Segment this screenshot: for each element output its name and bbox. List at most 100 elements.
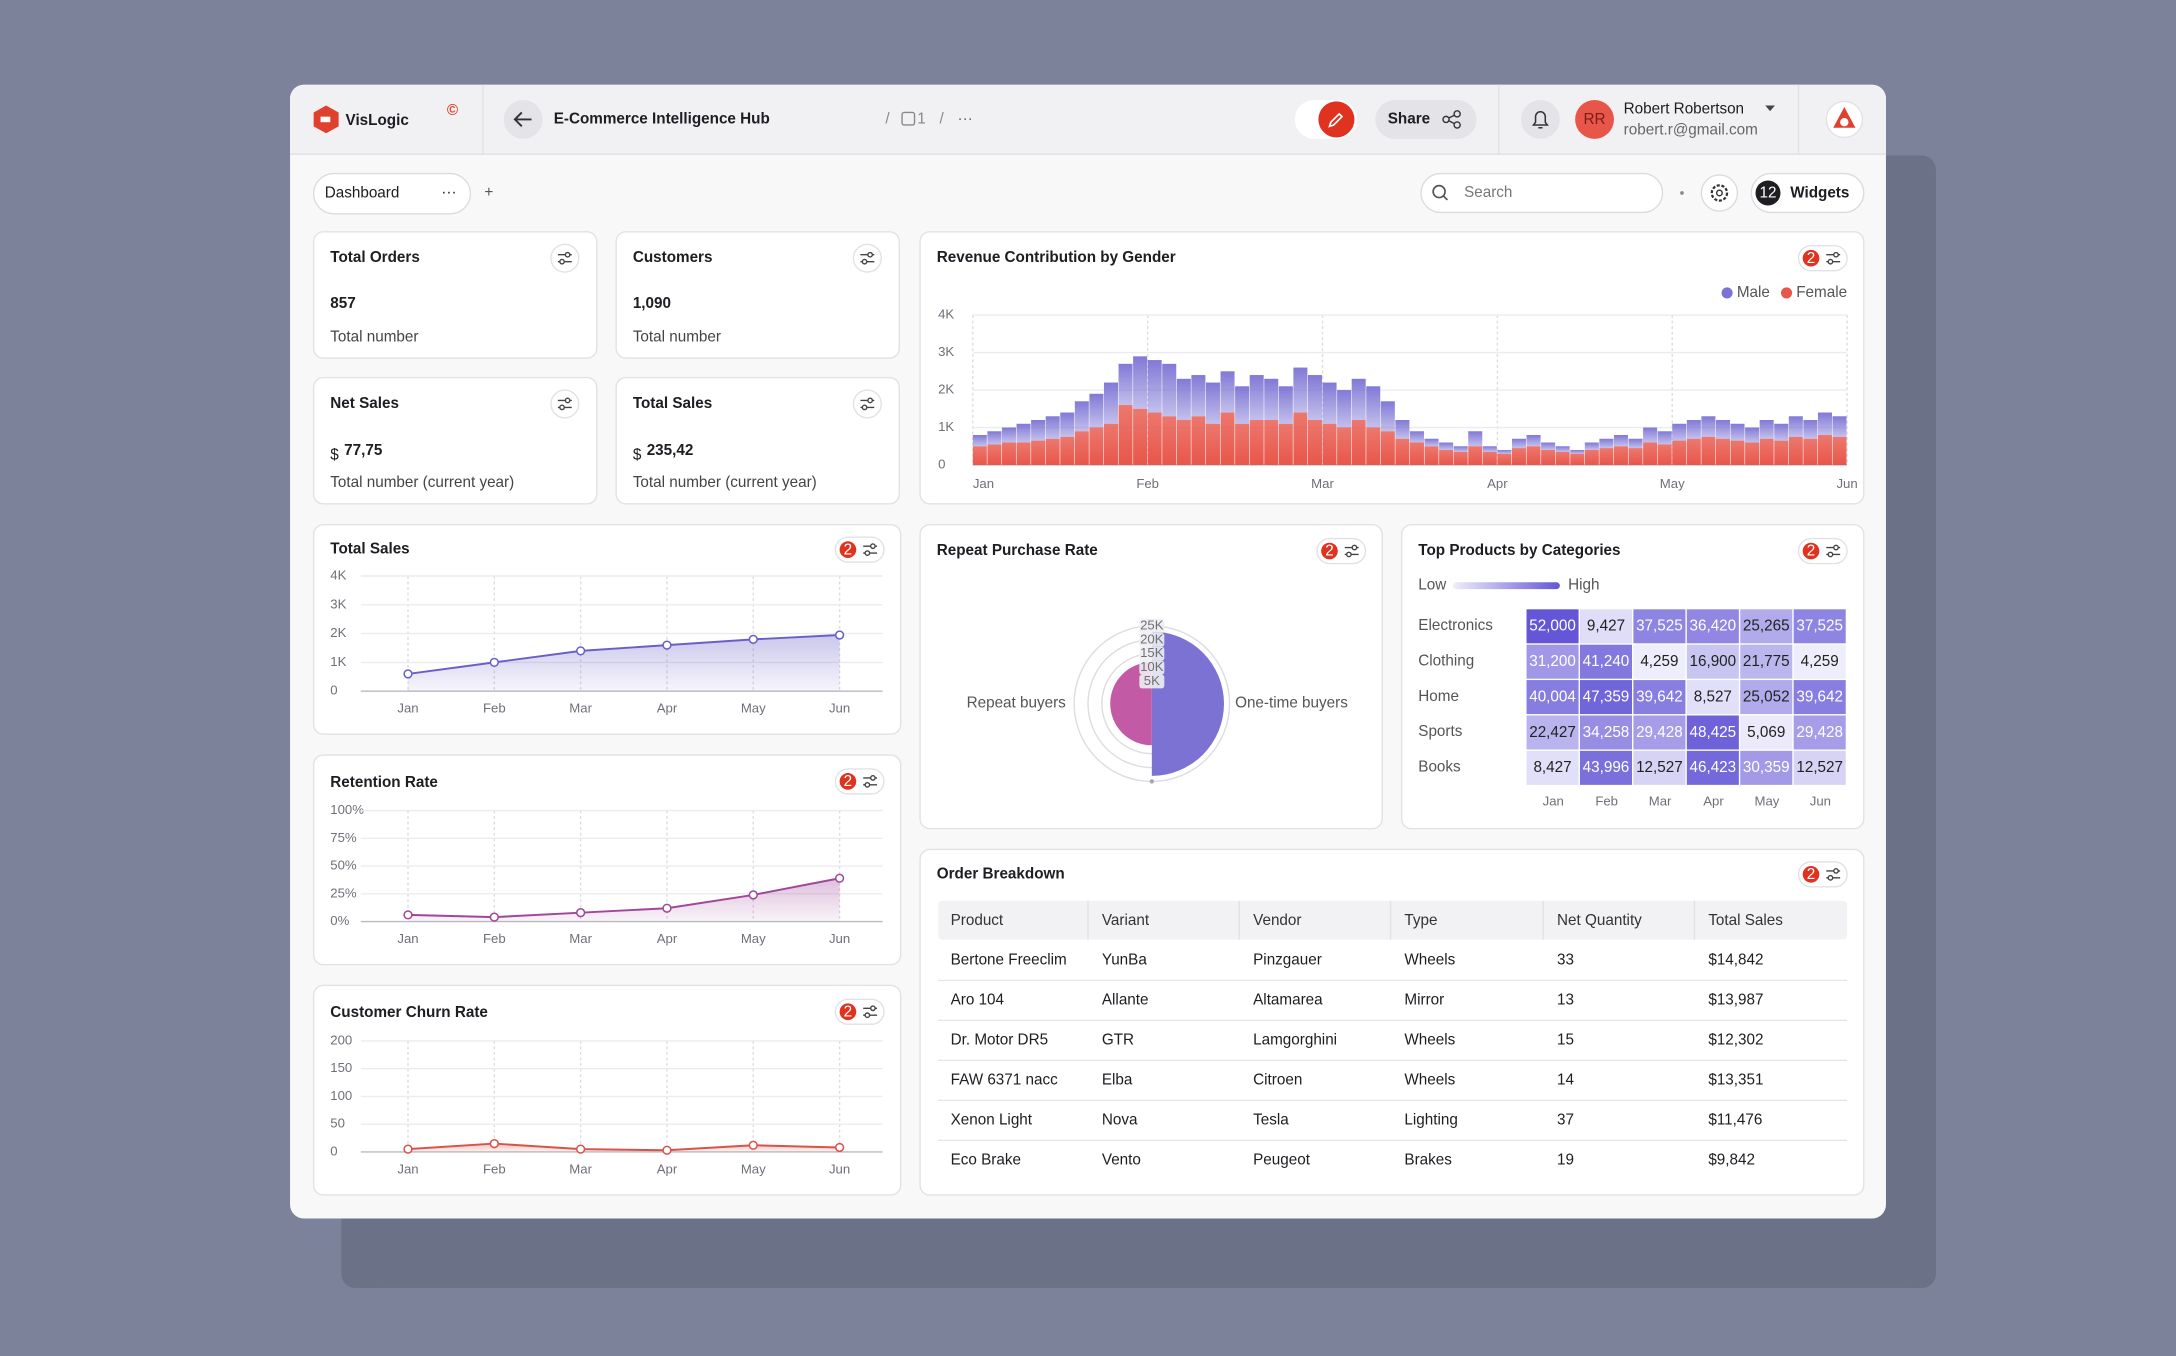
- page-icon: [901, 111, 916, 126]
- kpi-settings-button[interactable]: [852, 243, 882, 273]
- kpi-title: Total Orders: [330, 249, 420, 266]
- kpi-settings-button[interactable]: [550, 243, 580, 273]
- bar-segment: [1074, 431, 1089, 465]
- filter-icon-knob: [869, 775, 876, 781]
- bar-segment: [1133, 408, 1148, 465]
- bar-segment: [1613, 446, 1628, 465]
- filter-icon-knob: [864, 1012, 871, 1019]
- filter-icon-knob: [1833, 251, 1839, 258]
- app-logo-mark: [1833, 106, 1856, 128]
- heatmap-cell: [1633, 715, 1686, 750]
- category-label: Repeat buyers: [967, 695, 1067, 712]
- bar-segment: [1322, 382, 1337, 424]
- user-avatar[interactable]: [1575, 100, 1614, 139]
- user-email: robert.r@gmail.com: [1624, 122, 1758, 139]
- bar-segment: [1118, 363, 1133, 406]
- cell-label: 8,527: [1694, 688, 1732, 705]
- edit-button[interactable]: [1318, 101, 1355, 138]
- add-tab-button[interactable]: +: [484, 184, 493, 201]
- x-tick-label: Jan: [973, 476, 994, 491]
- column-label: Jan: [1543, 794, 1564, 809]
- bar-segment: [1278, 423, 1293, 465]
- bar-segment: [1657, 431, 1672, 445]
- filter-icon-knob: [869, 1005, 876, 1012]
- bar-segment: [1439, 442, 1454, 450]
- dashboard-tab-more[interactable]: ···: [441, 184, 456, 201]
- cell-label: 52,000: [1529, 618, 1576, 635]
- bar-segment: [1001, 427, 1016, 443]
- x-tick-label: Mar: [1311, 476, 1334, 491]
- search-box[interactable]: [1420, 172, 1664, 214]
- bar-segment: [1103, 382, 1118, 424]
- x-tick-label: Mar: [569, 1161, 592, 1176]
- bar-segment: [1205, 382, 1220, 424]
- widget-title: Order Breakdown: [937, 865, 1065, 882]
- table-cell: 15: [1557, 1031, 1574, 1048]
- tick-label-bg: [1139, 619, 1165, 633]
- point: [748, 1140, 758, 1150]
- bar-segment: [1613, 435, 1628, 447]
- kpi-settings-button[interactable]: [852, 389, 882, 419]
- heatmap-cell: [1526, 715, 1579, 750]
- notifications-button[interactable]: [1520, 100, 1560, 139]
- cell-label: 36,420: [1690, 618, 1737, 635]
- bar-segment: [1147, 360, 1162, 413]
- alert-badge-count: 2: [1807, 543, 1815, 560]
- bar-segment: [1453, 446, 1468, 452]
- legend-swatch: [1721, 287, 1733, 299]
- share-icon-node: [1442, 115, 1450, 124]
- bar-segment: [1672, 440, 1687, 465]
- bar-segment: [1643, 442, 1658, 465]
- user-menu-caret[interactable]: [1765, 105, 1775, 112]
- kpi-currency: $: [330, 446, 339, 463]
- bar-segment: [1482, 446, 1497, 452]
- share-button[interactable]: [1375, 100, 1477, 139]
- bar-segment: [1307, 420, 1322, 465]
- column-label: May: [1755, 794, 1780, 809]
- table-cell: Lighting: [1404, 1111, 1457, 1128]
- bar-segment: [1803, 420, 1818, 439]
- bar-segment: [1001, 442, 1016, 465]
- filter-icon-knob: [564, 397, 571, 404]
- column-header: Variant: [1102, 912, 1150, 929]
- bar-segment: [1774, 423, 1789, 441]
- table-cell: Aro 104: [951, 991, 1005, 1008]
- table-cell: Mirror: [1404, 991, 1444, 1008]
- alert-badge-count: 2: [844, 773, 852, 790]
- cell-label: 25,265: [1743, 618, 1790, 635]
- kpi-settings-button[interactable]: [550, 389, 580, 419]
- breadcrumb-more[interactable]: ···: [958, 110, 973, 127]
- column-label: Jun: [1810, 794, 1831, 809]
- edit-icon: [1328, 112, 1344, 128]
- share-icon-node: [1453, 121, 1461, 129]
- bar-segment: [1060, 412, 1075, 437]
- bar-segment: [1162, 363, 1177, 417]
- bar-segment: [1045, 438, 1060, 465]
- widgets-button[interactable]: [1750, 172, 1865, 214]
- x-tick-label: Mar: [569, 931, 592, 946]
- bar-segment: [1249, 420, 1264, 465]
- filter-icon-knob: [861, 404, 868, 411]
- point: [489, 657, 499, 668]
- settings-button[interactable]: [1700, 174, 1739, 212]
- y-tick-label: 100: [330, 1088, 352, 1103]
- filter-icon-knob: [1345, 551, 1352, 558]
- bar-segment: [1599, 448, 1614, 465]
- y-tick-label: 1K: [330, 654, 346, 669]
- page-count: 1: [917, 110, 925, 127]
- table-cell: Citroen: [1253, 1071, 1302, 1088]
- dashboard-tab[interactable]: [312, 172, 472, 215]
- y-tick-label: 0: [330, 1143, 337, 1158]
- x-tick-label: Apr: [657, 931, 678, 946]
- column-label: Feb: [1595, 794, 1618, 809]
- user-initials: RR: [1584, 111, 1606, 128]
- x-tick-label: Apr: [657, 1161, 678, 1176]
- bar-segment: [1337, 427, 1352, 465]
- bar-segment: [1497, 449, 1512, 454]
- x-tick-label: Feb: [483, 701, 506, 716]
- r-tick-label: 5K: [1144, 673, 1160, 688]
- bar-segment: [1249, 375, 1264, 421]
- cell-label: 39,642: [1636, 688, 1683, 705]
- bar-segment: [1468, 446, 1483, 465]
- y-tick-label: 50%: [330, 858, 357, 873]
